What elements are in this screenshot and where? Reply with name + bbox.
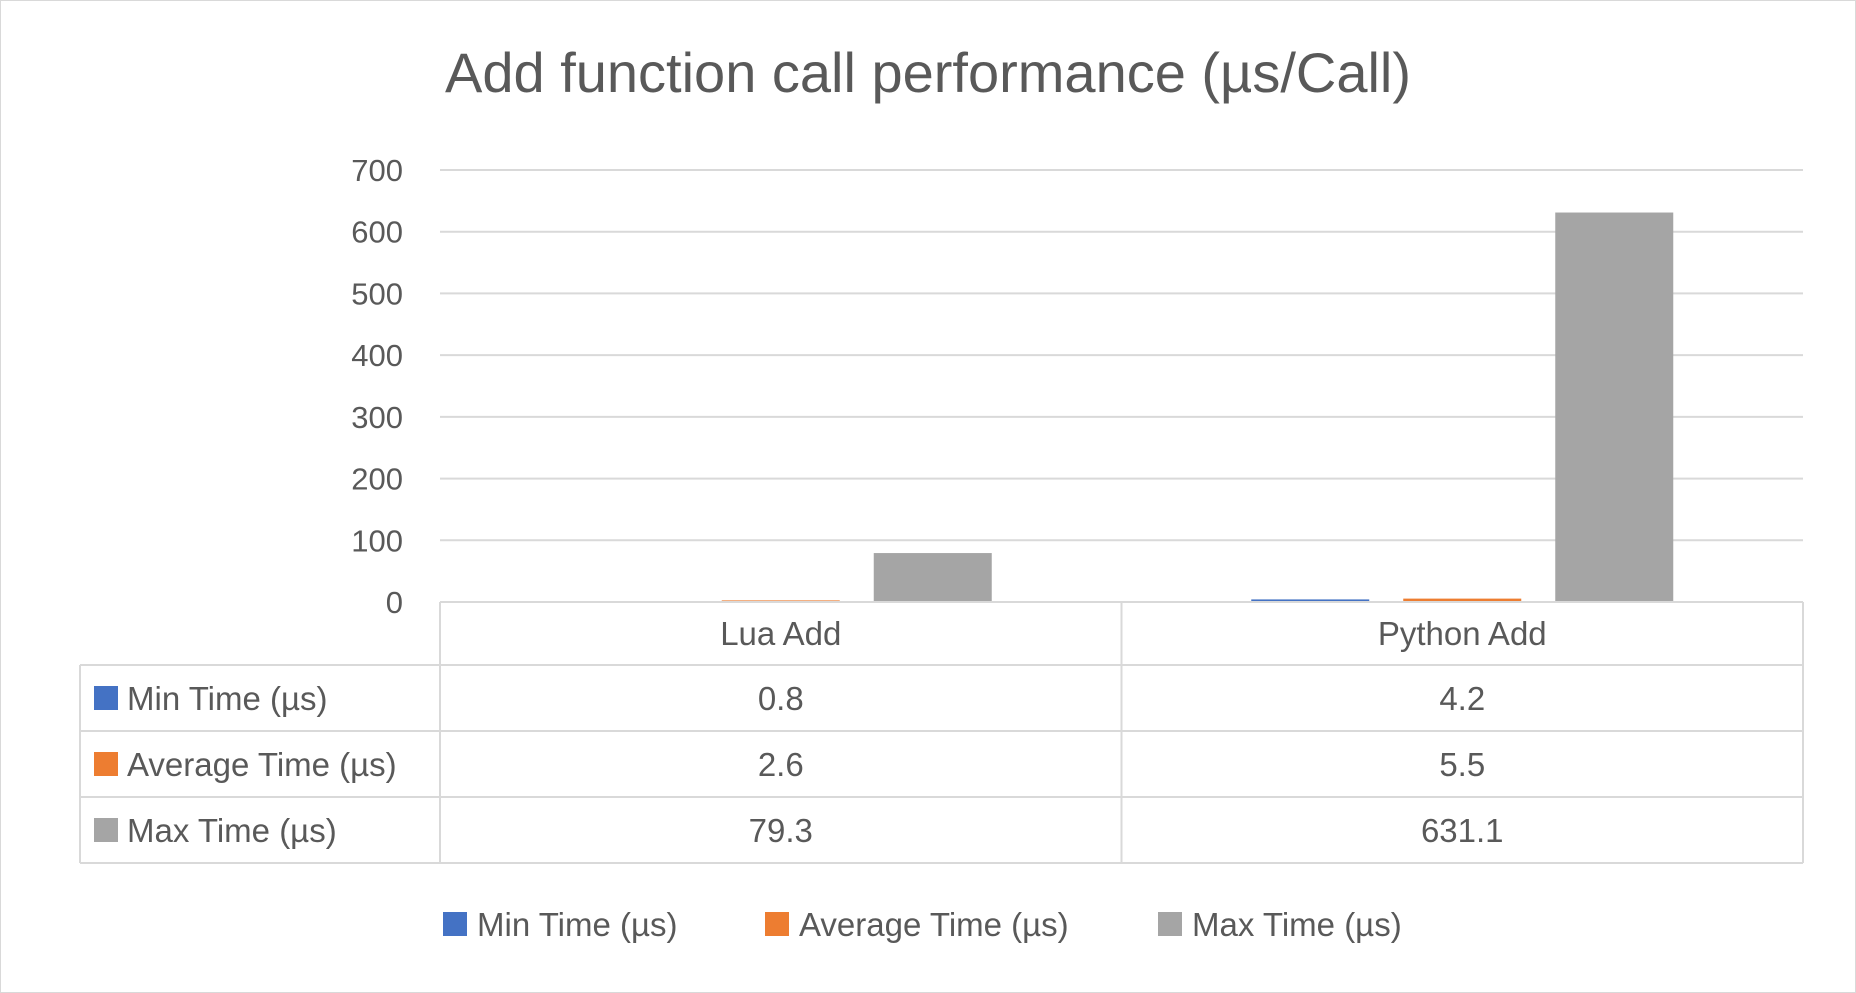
table-cell-value: 79.3 [749,812,813,849]
y-tick-label: 100 [351,523,403,558]
y-axis-ticks: 0 100 200 300 400 500 600 700 [351,153,403,620]
legend-label: Max Time (µs) [1192,906,1402,943]
y-tick-label: 200 [351,462,403,497]
y-tick-label: 0 [386,585,403,620]
legend-key [443,912,467,936]
y-tick-label: 500 [351,276,403,311]
table-cell-value: 5.5 [1439,746,1485,783]
y-tick-label: 400 [351,338,403,373]
category-label: Lua Add [720,615,841,652]
table-series-label: Min Time (µs) [127,680,328,717]
bar [1403,598,1522,602]
table-legend-key [94,818,118,842]
legend-label: Min Time (µs) [477,906,678,943]
bar [1555,212,1674,602]
legend-label: Average Time (µs) [799,906,1069,943]
table-cell-value: 631.1 [1421,812,1504,849]
category-label: Python Add [1378,615,1547,652]
table-cell-value: 4.2 [1439,680,1485,717]
table-series-label: Average Time (µs) [127,746,397,783]
table-series-label: Max Time (µs) [127,812,337,849]
chart-title: Add function call performance (µs/Call) [445,41,1411,104]
y-tick-label: 300 [351,400,403,435]
legend-key [765,912,789,936]
table-cell-value: 2.6 [758,746,804,783]
legend: Min Time (µs) Average Time (µs) Max Time (… [443,906,1402,943]
bar [873,553,992,602]
table-cell-value: 0.8 [758,680,804,717]
y-tick-label: 700 [351,153,403,188]
bar [1251,599,1370,602]
legend-key [1158,912,1182,936]
bars [569,212,1674,603]
table-legend-key [94,686,118,710]
data-table: Lua Add Python Add Min Time (µs) 0.8 4.2 Aver… [79,601,1804,864]
y-tick-label: 600 [351,215,403,250]
table-legend-key [94,752,118,776]
